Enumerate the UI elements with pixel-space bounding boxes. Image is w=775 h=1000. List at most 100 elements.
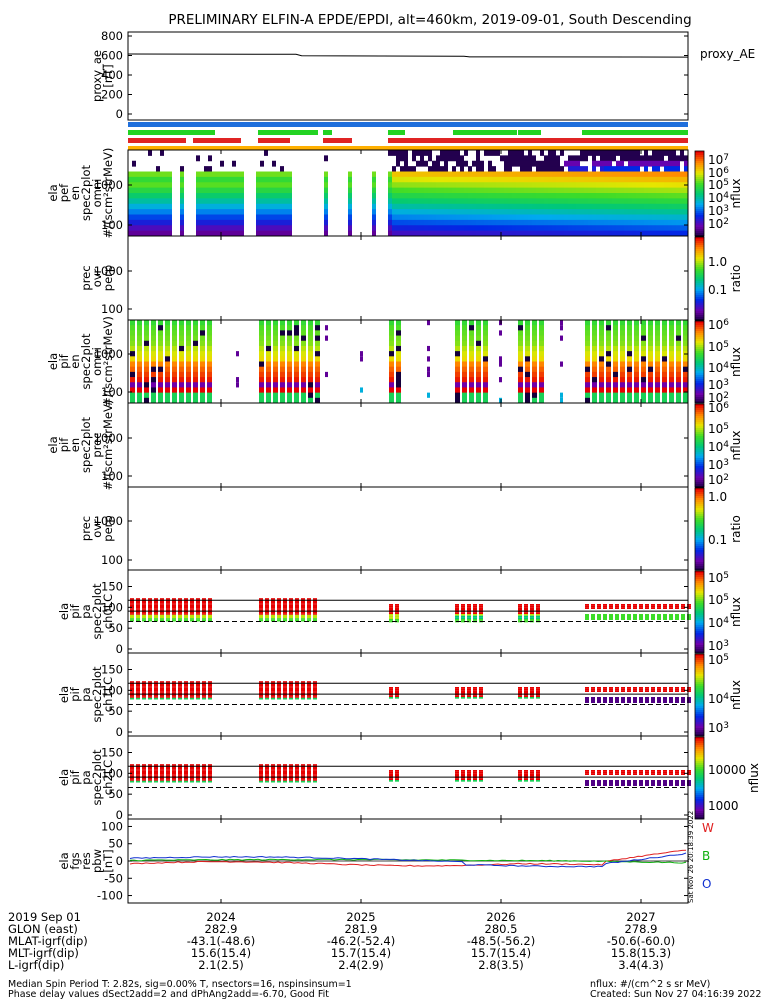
colorbar-8-frame: [694, 736, 705, 820]
colorbar-2-tick-0: 1.0: [708, 255, 727, 269]
proxy-ae-ytick-label-0: 800: [101, 29, 123, 43]
colorbar-7-tick-0: 105: [708, 653, 729, 667]
epdi-prec-ylabel-3: spec2plot: [79, 416, 93, 473]
xaxis-row-4-value-2: 2.8(3.5): [478, 958, 524, 972]
epdi-ratio-ylabel-2: perp: [101, 515, 115, 541]
colorbar-5-tick-0: 1.0: [708, 490, 727, 504]
fgs-ytick-label-4: -100: [97, 889, 123, 903]
status-bar-red-1: [193, 138, 241, 143]
pa-ch2-ytick-label-1: 100: [101, 766, 123, 780]
fgs-legend-o: O: [702, 877, 711, 891]
colorbar-7-tick-2: 103: [708, 721, 729, 735]
pa-ch0-ytick-label-3: 0: [116, 642, 123, 656]
colorbar-1-tick-5: 102: [708, 217, 729, 231]
xaxis-row-4-value-3: 3.4(4.3): [618, 958, 664, 972]
pa-ch2-ytick-label-3: 0: [116, 808, 123, 822]
fgs-ylabel-0: ela: [57, 852, 71, 869]
colorbar-1-tick-3: 104: [708, 191, 729, 205]
fgs-ylabel-4: [nT]: [101, 849, 115, 872]
status-bar-green-0: [128, 130, 215, 135]
xaxis-row-0-value-2: 2026: [486, 910, 515, 924]
epde-ratio-frame: [127, 235, 689, 321]
epdi-prec-ylabel-2: en: [68, 438, 82, 452]
colorbar-4-tick-1: 105: [708, 422, 729, 436]
pa-ch1-heatmap: [130, 681, 691, 703]
status-bar-green-5: [518, 130, 541, 135]
pa-ch1-ytick-label-0: 150: [101, 663, 123, 677]
xaxis-row-label-3: MLT-igrf(dip): [8, 946, 79, 960]
epdi-ratio-ylabel-1: ovr: [90, 519, 104, 538]
xaxis-row-1-value-3: 278.9: [625, 922, 658, 936]
colorbar-3-label: nflux: [729, 347, 743, 377]
status-bar-green-3: [388, 130, 405, 135]
status-bar-red-0: [128, 138, 186, 143]
epdi-prec-ylabel-1: pif: [57, 437, 71, 452]
epdi-omni-ytick-label-0: 1000: [94, 347, 123, 361]
epdi-ratio-ytick-label-0: 1000: [94, 514, 123, 528]
pa-ch2-ylabel-4: ch2LC: [101, 760, 115, 795]
fgs-ytick-label-0: 100: [101, 819, 123, 833]
pa-ch2-ylabel-0: ela: [57, 769, 71, 786]
epde-omni-ylabel-2: en: [68, 186, 82, 200]
fgs-ylabel-1: fgs: [68, 852, 82, 869]
status-bar-red-3: [323, 138, 352, 143]
footer-left-line1: Median Spin Period T: 2.82s, sig=0.00% T…: [8, 979, 352, 990]
xaxis-row-0-value-1: 2025: [346, 910, 375, 924]
epdi-prec-ytick-label-1: 100: [101, 469, 123, 483]
colorbar-3-tick-2: 104: [708, 361, 729, 375]
colorbar-8-tick-1: 1000: [708, 799, 739, 813]
colorbar-6-frame: [694, 570, 705, 654]
epdi-omni-ylabel-0: ela: [46, 353, 60, 370]
fgs-legend-b: B: [702, 849, 710, 863]
colorbar-3-tick-1: 105: [708, 340, 729, 354]
colorbar-8-label: nflux: [747, 763, 761, 793]
colorbar-4-tick-2: 104: [708, 440, 729, 454]
pa-ch2-ytick-label-2: 50: [108, 787, 123, 801]
pa-ch1-ylabel-1: pif: [68, 686, 82, 701]
colorbar-2-frame: [694, 236, 705, 321]
colorbar-1-tick-1: 106: [708, 166, 729, 180]
epde-ratio-ytick-label-1: 100: [101, 302, 123, 316]
epdi-prec-ylabel-5: #/(scm²strMeV): [101, 400, 115, 491]
colorbar-3-tick-3: 103: [708, 378, 729, 392]
pa-ch0-heatmap: [130, 598, 691, 623]
status-bar-green-2: [323, 130, 332, 135]
epde-omni-ylabel-0: ela: [46, 184, 60, 201]
epde-omni-heatmap: [128, 150, 688, 237]
fgs-series-o: [129, 852, 687, 868]
colorbar-1-frame: [694, 150, 705, 237]
pa-ch2-ylabel-2: pa: [79, 770, 93, 784]
colorbar-2: 1.0 0.1 ratio: [694, 236, 743, 322]
colorbar-4-frame: [694, 403, 705, 488]
colorbar-3-tick-0: 106: [708, 318, 729, 332]
xaxis-row-label-0: 2019 Sep 01: [8, 910, 81, 924]
epde-omni-ylabel-4: omni: [90, 179, 104, 208]
xaxis-row-1-value-2: 280.5: [485, 922, 518, 936]
proxy-ae-ytick-label-3: 200: [101, 88, 123, 102]
vertical-timestamp: Sat Nov 26 20:18:39 2022: [687, 811, 695, 903]
epde-ratio-ylabel-1: ovr: [90, 268, 104, 287]
epdi-prec-ylabel-0: ela: [46, 436, 60, 453]
colorbar-6-tick-3: 103: [708, 639, 729, 653]
colorbar-1-label: nflux: [729, 179, 743, 209]
colorbar-1-tick-0: 107: [708, 153, 729, 167]
colorbar-8-tick-0: 10000: [708, 763, 746, 777]
epdi-omni-ylabel-5: #/(scm²strMeV): [101, 316, 115, 407]
proxy-ae-ytick-label-2: 400: [101, 68, 123, 82]
xaxis-row-0-value-0: 2024: [206, 910, 235, 924]
pa-ch0-ylabel-3: spec2plot: [90, 583, 104, 640]
pa-ch2-heatmap: [130, 764, 691, 786]
pa-ch0-ytick-label-0: 150: [101, 580, 123, 594]
epdi-prec-ytick-label-0: 1000: [94, 431, 123, 445]
colorbar-4-tick-4: 102: [708, 473, 729, 487]
pa-ch2-ylabel-3: spec2plot: [90, 749, 104, 806]
pa-ch1-ylabel-0: ela: [57, 686, 71, 703]
proxy-ae-ylabel-1: [nT]: [101, 64, 115, 87]
epde-ratio-ylabel-0: prec: [79, 265, 93, 290]
status-bar-green-4: [453, 130, 517, 135]
pa-ch2-ylabel-1: pif: [68, 769, 82, 784]
proxy-ae-line: [127, 53, 689, 58]
